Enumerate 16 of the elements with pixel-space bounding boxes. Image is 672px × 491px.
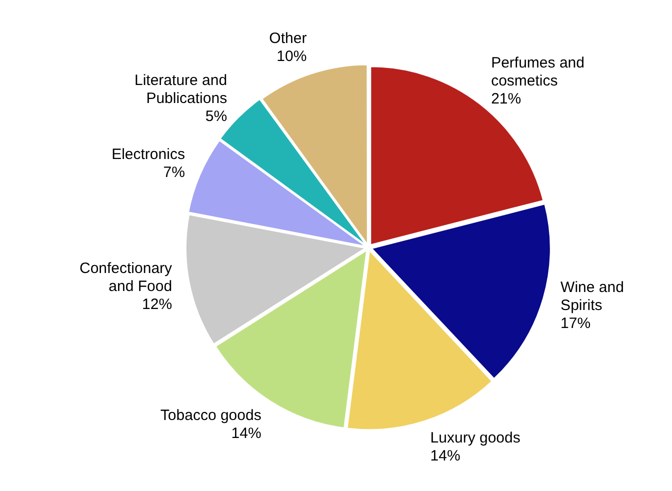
data-label: 14%	[430, 447, 460, 464]
slice-label: Confectionary and Food	[79, 260, 173, 295]
slice-label: Literature and Publications	[134, 72, 228, 108]
data-label: 21%	[491, 90, 522, 108]
data-label: 10%	[276, 48, 307, 65]
slice-label: Tobacco goods	[160, 406, 262, 424]
data-label: 17%	[560, 315, 591, 332]
data-label: 5%	[205, 108, 228, 126]
slice-label: Other	[269, 30, 307, 47]
slice-label: Luxury goods	[430, 429, 520, 446]
data-label: 7%	[163, 164, 185, 182]
slice-label: Perfumes and cosmetics	[491, 54, 584, 90]
data-label: 14%	[231, 424, 262, 442]
slice-label: Wine and Spirits	[560, 279, 624, 314]
slice-label: Electronics	[112, 146, 185, 164]
data-label: 12%	[142, 296, 172, 313]
